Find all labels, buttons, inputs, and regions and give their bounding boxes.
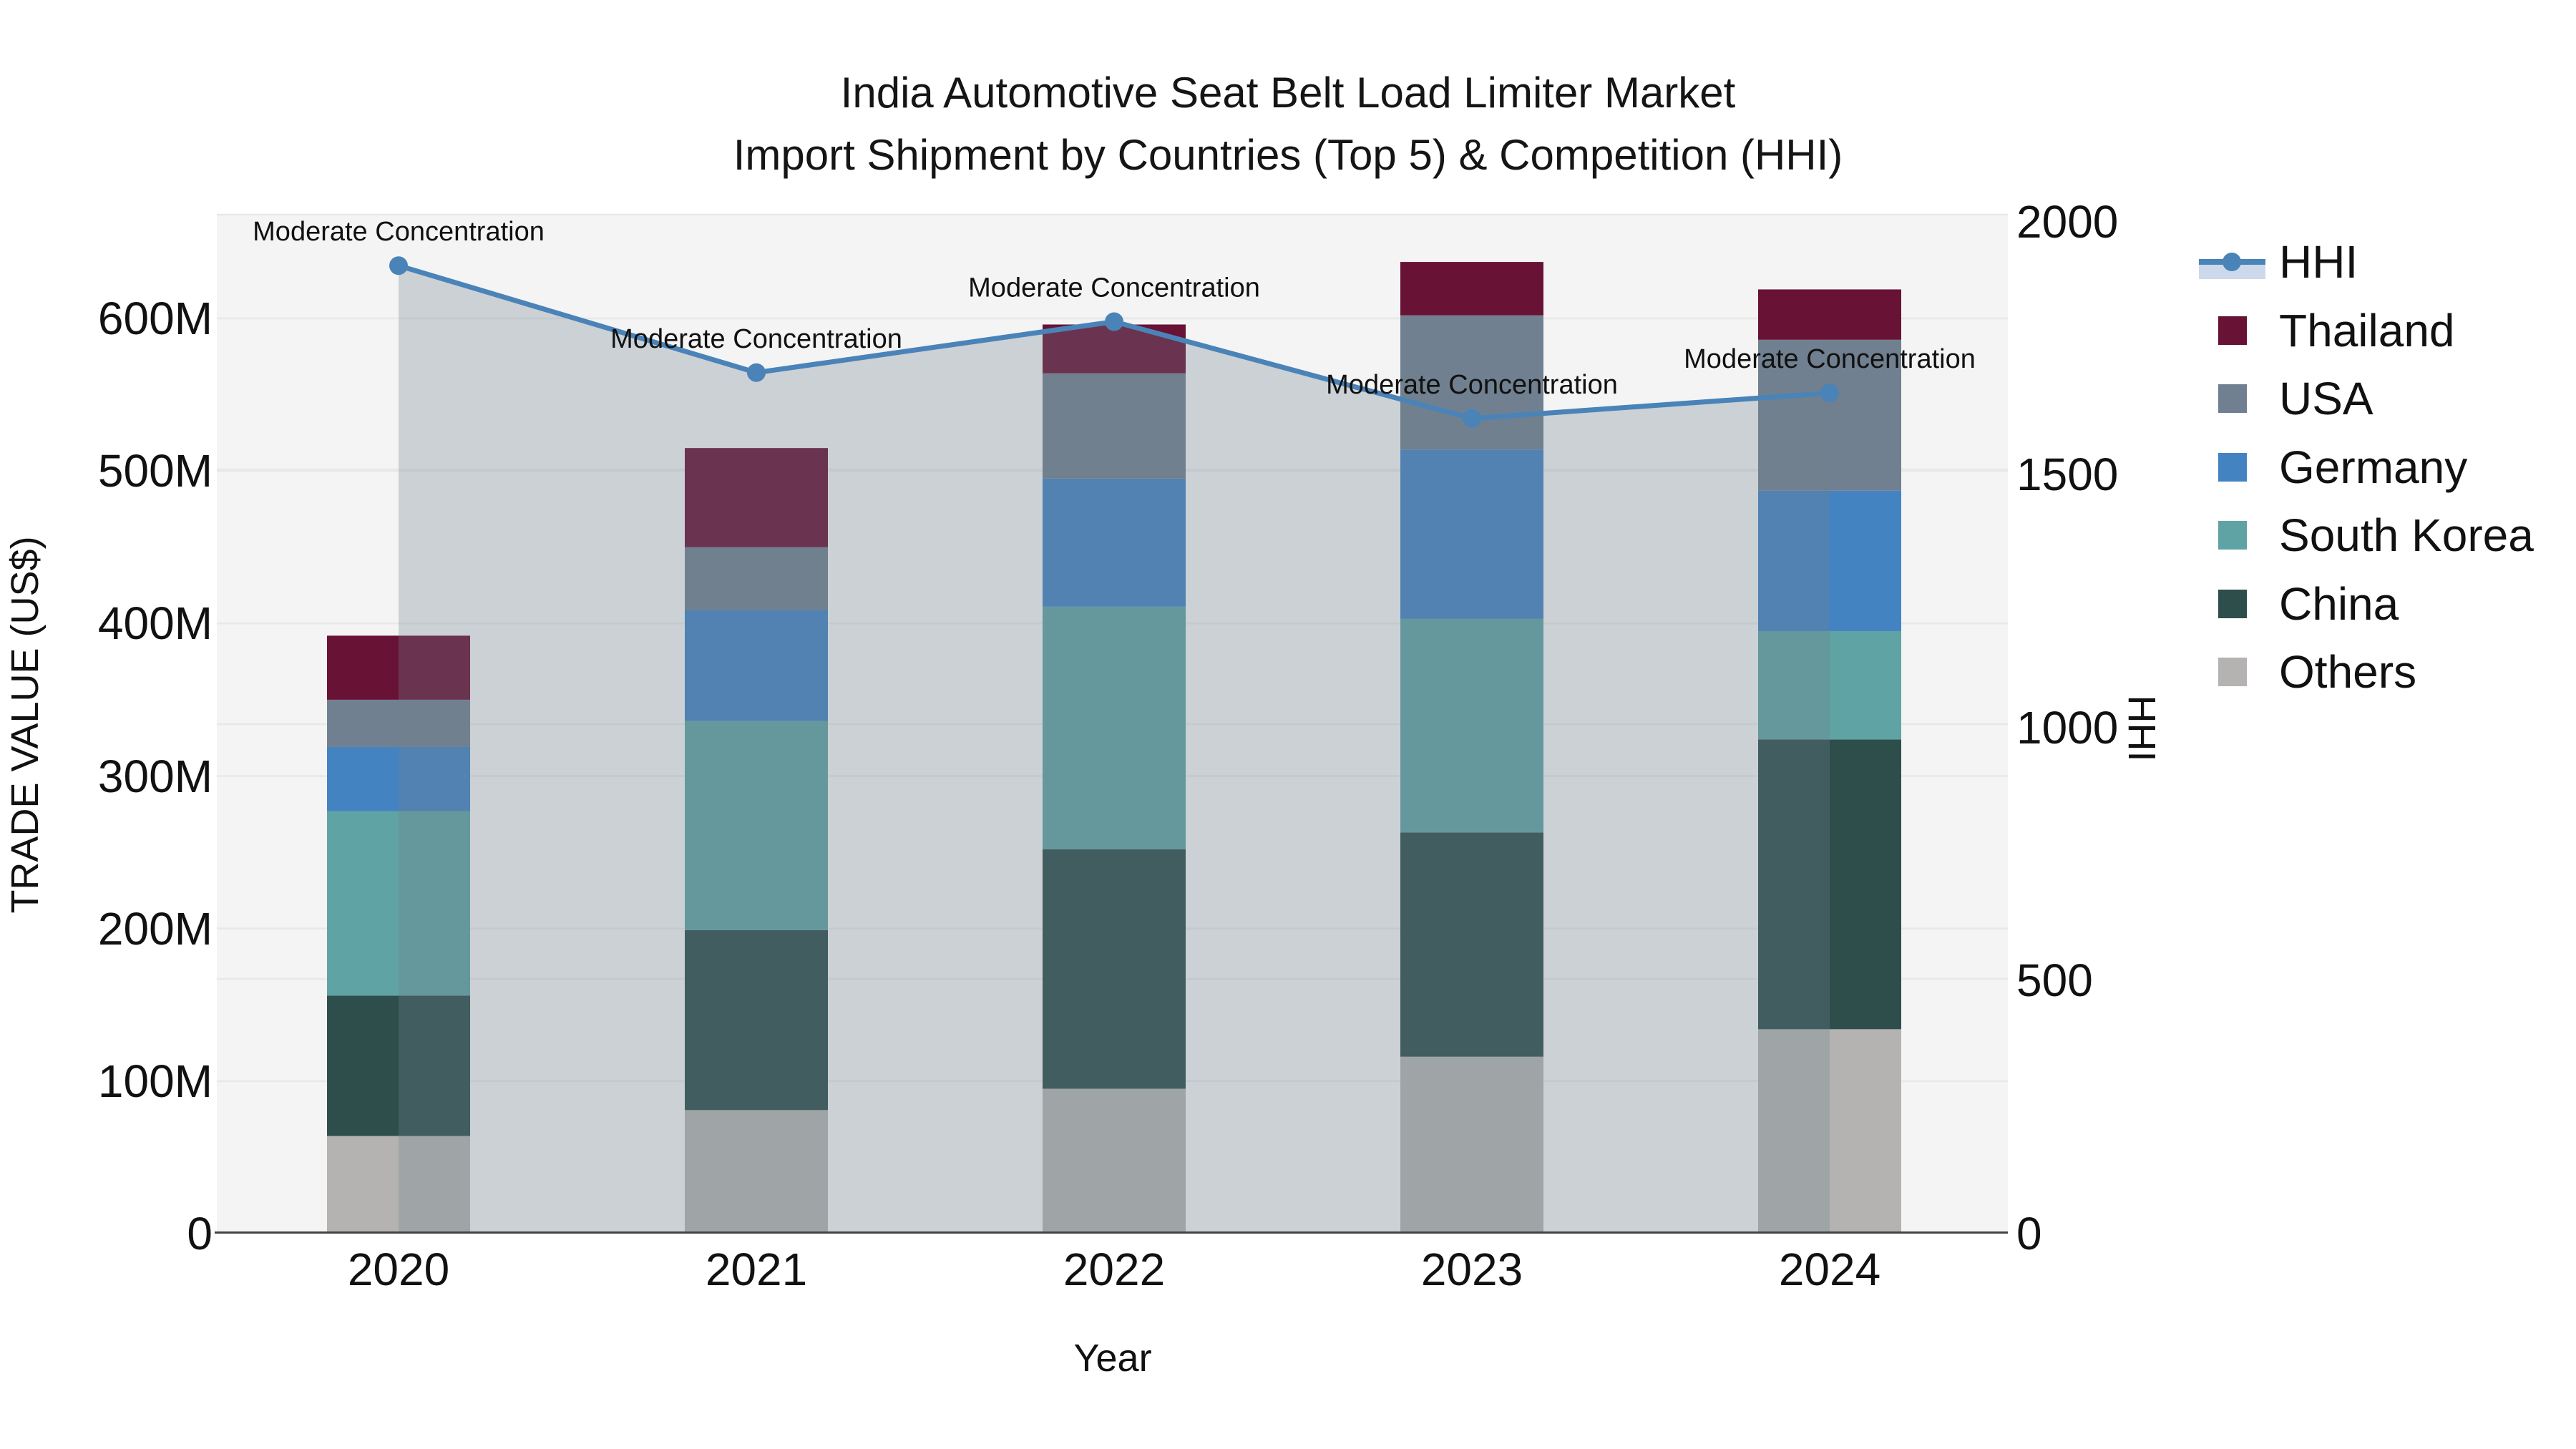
hhi-area-fill <box>399 265 1830 1234</box>
x-tick-2024: 2024 <box>1778 1244 1881 1295</box>
y-right-tick-0: 0 <box>2016 1208 2042 1259</box>
legend-item-others: Others <box>2199 643 2416 701</box>
bar-segment-germany-2023 <box>1400 449 1543 619</box>
x-tick-2022: 2022 <box>1063 1244 1166 1295</box>
chart-title-line2: Import Shipment by Countries (Top 5) & C… <box>733 131 1843 179</box>
y-right-tick-500: 500 <box>2016 955 2093 1006</box>
hhi-marker-dot <box>2223 253 2241 271</box>
y-left-tick-0: 0 <box>187 1208 213 1259</box>
y-right-tick-1500: 1500 <box>2016 449 2119 500</box>
bar-segment-south-korea-2023 <box>1400 618 1543 833</box>
bar-segment-south-korea-2024 <box>1758 630 1901 740</box>
bar-segment-china-2020 <box>327 995 470 1136</box>
bar-segment-thailand-2020 <box>327 635 470 700</box>
chart-title-line1: India Automotive Seat Belt Load Limiter … <box>840 69 1736 117</box>
hhi-marker-2021 <box>747 363 766 382</box>
hhi-marker-2024 <box>1820 384 1839 403</box>
legend-item-hhi: HHI <box>2199 233 2358 291</box>
bar-segment-south-korea-2021 <box>685 721 828 930</box>
y-left-tick-200m: 200M <box>97 903 213 955</box>
bar-segment-others-2021 <box>685 1110 828 1234</box>
legend-item-south-korea: South Korea <box>2199 507 2534 564</box>
bar-segment-usa-2024 <box>1758 339 1901 491</box>
bar-segment-south-korea-2022 <box>1043 606 1186 849</box>
y-left-tick-500m: 500M <box>97 445 213 497</box>
others-swatch <box>2218 658 2247 686</box>
bar-segment-others-2024 <box>1758 1029 1901 1234</box>
plot-svg: Moderate Concentration Moderate Concentra… <box>215 213 2008 1234</box>
plot-area: Moderate Concentration Moderate Concentra… <box>215 213 2008 1234</box>
legend-label-usa: USA <box>2279 373 2373 424</box>
bar-segment-thailand-2021 <box>685 448 828 547</box>
usa-swatch <box>2218 384 2247 413</box>
bar-segment-germany-2021 <box>685 610 828 721</box>
bar-segment-others-2022 <box>1043 1088 1186 1234</box>
bar-segment-germany-2024 <box>1758 490 1901 631</box>
x-tick-2020: 2020 <box>347 1244 450 1295</box>
y-left-tick-300m: 300M <box>97 751 213 802</box>
y2-axis-title: HHI <box>2120 695 2163 762</box>
y-left-tick-400m: 400M <box>97 597 213 649</box>
y-left-tick-600m: 600M <box>97 293 213 344</box>
hhi-marker-2020 <box>389 256 408 275</box>
bar-segment-usa-2020 <box>327 699 470 747</box>
hhi-annotation-2022: Moderate Concentration <box>968 273 1260 303</box>
hhi-annotation-2023: Moderate Concentration <box>1326 370 1618 400</box>
bar-segment-china-2023 <box>1400 832 1543 1057</box>
china-swatch <box>2218 590 2247 618</box>
bar-segment-china-2022 <box>1043 849 1186 1089</box>
y-right-tick-2000: 2000 <box>2016 196 2119 248</box>
bar-segment-thailand-2023 <box>1400 262 1543 316</box>
hhi-annotation-2024: Moderate Concentration <box>1684 344 1976 374</box>
bar-segment-germany-2020 <box>327 746 470 811</box>
bar-segment-germany-2022 <box>1043 478 1186 607</box>
legend-label-china: China <box>2279 578 2399 630</box>
bar-segment-china-2021 <box>685 930 828 1111</box>
hhi-line-sample-icon <box>2199 233 2265 291</box>
bar-segment-china-2024 <box>1758 739 1901 1030</box>
legend-label-thailand: Thailand <box>2279 305 2455 356</box>
hhi-area-band <box>2199 263 2265 279</box>
legend-label-south-korea: South Korea <box>2279 509 2534 561</box>
y-axis-title: TRADE VALUE (US$) <box>4 536 47 914</box>
germany-swatch <box>2218 453 2247 482</box>
bar-segment-south-korea-2020 <box>327 811 470 996</box>
bar-segment-usa-2021 <box>685 547 828 610</box>
y-left-tick-100m: 100M <box>97 1055 213 1107</box>
legend-label-germany: Germany <box>2279 441 2468 493</box>
legend-label-hhi: HHI <box>2279 236 2358 288</box>
hhi-marker-2022 <box>1105 312 1123 331</box>
hhi-annotation-2021: Moderate Concentration <box>610 324 902 354</box>
hhi-annotation-2020: Moderate Concentration <box>253 217 545 247</box>
x-tick-2021: 2021 <box>705 1244 808 1295</box>
thailand-swatch <box>2218 316 2247 345</box>
bar-segment-others-2020 <box>327 1136 470 1234</box>
legend-item-china: China <box>2199 575 2399 633</box>
y-right-tick-1000: 1000 <box>2016 702 2119 753</box>
legend-label-others: Others <box>2279 646 2417 698</box>
x-axis-title: Year <box>1073 1337 1152 1380</box>
bar-segment-others-2023 <box>1400 1056 1543 1234</box>
bar-segment-usa-2022 <box>1043 373 1186 479</box>
hhi-marker-2023 <box>1463 409 1481 428</box>
legend-item-usa: USA <box>2199 370 2373 427</box>
x-tick-2023: 2023 <box>1420 1244 1523 1295</box>
south-korea-swatch <box>2218 521 2247 550</box>
legend-item-germany: Germany <box>2199 439 2467 496</box>
bar-segment-thailand-2024 <box>1758 289 1901 340</box>
legend-item-thailand: Thailand <box>2199 302 2455 359</box>
